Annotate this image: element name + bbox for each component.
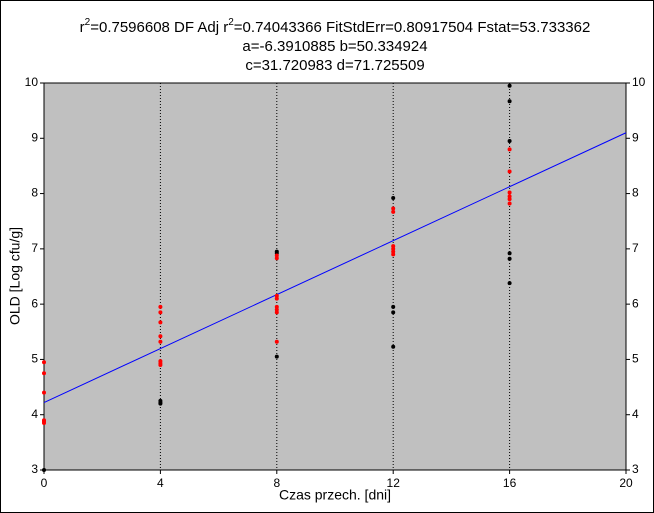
data-point xyxy=(391,246,396,251)
y2-tick-label: 8 xyxy=(632,186,639,200)
data-point xyxy=(391,344,396,349)
data-point xyxy=(391,304,396,309)
x-tick-label: 20 xyxy=(619,476,633,490)
data-point xyxy=(158,310,163,315)
y-tick-label: 3 xyxy=(31,462,38,476)
y2-tick-label: 10 xyxy=(632,75,646,89)
plot-area xyxy=(43,82,627,471)
y-tick-label: 9 xyxy=(31,130,38,144)
data-point xyxy=(158,339,163,344)
data-point xyxy=(274,304,279,309)
data-point xyxy=(274,339,279,344)
x-tick-label: 12 xyxy=(387,476,401,490)
y-tick-label: 8 xyxy=(31,186,38,200)
data-point xyxy=(507,251,512,256)
data-point xyxy=(507,139,512,144)
y-tick-label: 6 xyxy=(31,296,38,310)
data-point xyxy=(274,310,279,315)
data-point xyxy=(391,249,396,254)
data-point xyxy=(42,419,46,424)
x-axis-label: Czas przech. [dni] xyxy=(279,487,391,503)
data-point xyxy=(507,194,512,199)
chart-title: a=-6.3910885 b=50.334924 xyxy=(242,38,427,55)
data-point xyxy=(42,468,46,472)
x-tick-label: 0 xyxy=(41,476,48,490)
y2-tick-label: 4 xyxy=(632,407,639,421)
y2-tick-label: 7 xyxy=(632,241,639,255)
data-point xyxy=(391,244,396,249)
data-point xyxy=(42,390,46,395)
data-point xyxy=(507,281,512,286)
data-point xyxy=(507,99,512,104)
data-point xyxy=(42,371,46,376)
data-point xyxy=(158,334,163,339)
superscript: 2 xyxy=(228,17,234,28)
data-point xyxy=(274,307,279,312)
data-point xyxy=(507,169,512,174)
data-point xyxy=(391,252,396,257)
y2-tick-label: 5 xyxy=(632,352,639,366)
chart-title: c=31.720983 d=71.725509 xyxy=(245,57,424,74)
title-part: =0.74043366 FitStdErr=0.80917504 Fstat=5… xyxy=(234,19,591,36)
fit-line xyxy=(43,132,627,404)
chart-title: r2=0.7596608 DF Adj r2=0.74043366 FitStd… xyxy=(80,17,591,36)
y2-tick-label: 3 xyxy=(632,462,639,476)
title-part: =0.7596608 DF Adj r xyxy=(90,19,228,36)
y-tick-label: 10 xyxy=(25,75,39,89)
data-point xyxy=(42,360,46,365)
title-part: r xyxy=(80,19,85,36)
data-point xyxy=(507,190,512,195)
data-point xyxy=(158,304,163,309)
data-point xyxy=(158,320,163,325)
y-axis-label: OLD [Log cfu/g] xyxy=(7,227,23,325)
data-point xyxy=(507,83,512,88)
data-point xyxy=(391,209,396,214)
y-tick-label: 5 xyxy=(31,352,38,366)
superscript: 2 xyxy=(85,17,91,28)
y2-tick-label: 6 xyxy=(632,296,639,310)
data-point xyxy=(274,256,279,261)
x-tick-label: 4 xyxy=(157,476,164,490)
data-point xyxy=(391,310,396,315)
data-point xyxy=(507,201,512,206)
data-point xyxy=(274,253,279,258)
data-point xyxy=(391,195,396,200)
data-point xyxy=(274,293,279,298)
data-point xyxy=(274,354,279,359)
data-point xyxy=(274,296,279,301)
x-tick-label: 16 xyxy=(503,476,517,490)
y-tick-label: 4 xyxy=(31,407,38,421)
data-point xyxy=(507,197,512,202)
data-point xyxy=(158,362,163,367)
x-tick-label: 8 xyxy=(273,476,280,490)
data-point xyxy=(507,147,512,152)
data-point xyxy=(158,401,163,406)
data-point xyxy=(391,206,396,211)
y2-tick-label: 9 xyxy=(632,130,639,144)
y-tick-label: 7 xyxy=(31,241,38,255)
data-point xyxy=(507,256,512,261)
